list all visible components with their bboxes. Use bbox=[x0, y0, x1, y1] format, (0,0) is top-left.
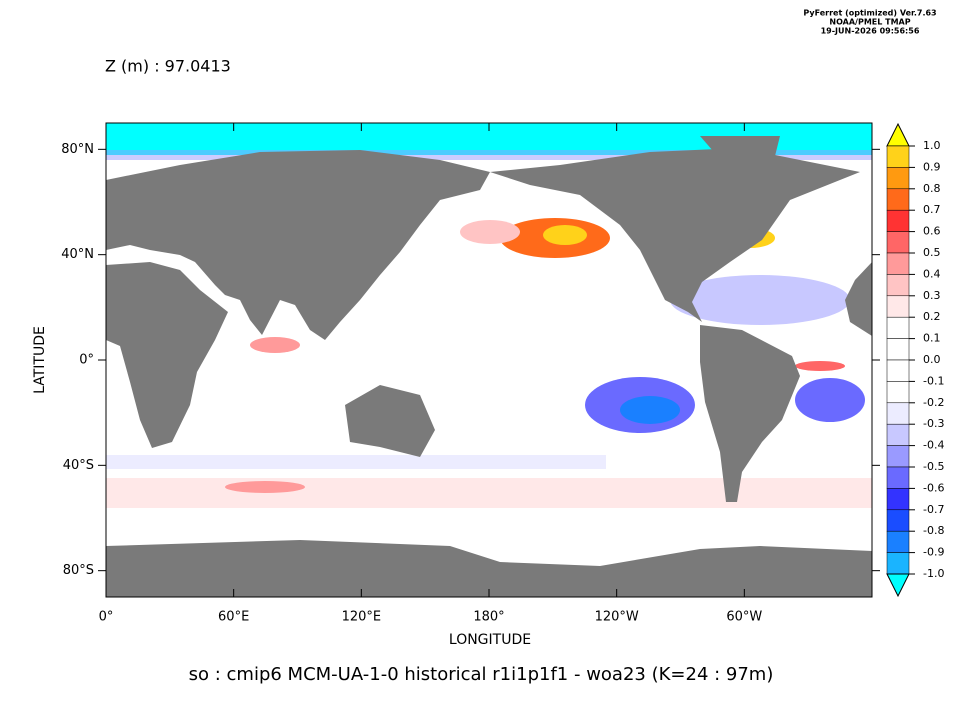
land bbox=[106, 150, 490, 340]
land bbox=[700, 136, 780, 182]
colorbar-label: 0.0 bbox=[923, 353, 941, 366]
y-tick-label: 80°S bbox=[63, 563, 94, 578]
land bbox=[106, 540, 872, 597]
x-tick-label: 60°E bbox=[218, 610, 249, 625]
colorbar-label: 0.6 bbox=[923, 225, 941, 238]
colorbar-label: -1.0 bbox=[923, 567, 944, 580]
anomaly bbox=[795, 361, 845, 371]
land bbox=[345, 385, 435, 457]
credit: NOAA/PMEL TMAP bbox=[829, 18, 910, 27]
colorbar-box bbox=[886, 145, 910, 168]
y-tick-label: 40°S bbox=[63, 458, 94, 473]
caption: so : cmip6 MCM-UA-1-0 historical r1i1p1f… bbox=[189, 664, 774, 685]
y-tick-label: 0° bbox=[79, 353, 94, 368]
colorbar-box bbox=[886, 381, 910, 404]
colorbar-label: 0.9 bbox=[923, 160, 941, 173]
colorbar-under bbox=[886, 573, 910, 598]
colorbar-box bbox=[886, 252, 910, 275]
x-tick-label: 120°E bbox=[342, 610, 382, 625]
colorbar-label: -0.8 bbox=[923, 524, 944, 537]
anomaly bbox=[620, 396, 680, 424]
colorbar-box bbox=[886, 359, 910, 382]
y-tick-label: 80°N bbox=[61, 142, 94, 157]
colorbar-box bbox=[886, 445, 910, 468]
southern-field bbox=[106, 455, 606, 469]
x-tick-label: 180° bbox=[473, 610, 504, 625]
colorbar-label: 0.1 bbox=[923, 332, 941, 345]
colorbar-over bbox=[886, 122, 910, 147]
colorbar-label: 0.3 bbox=[923, 289, 941, 302]
colorbar-box bbox=[886, 552, 910, 575]
map bbox=[105, 122, 873, 598]
colorbar-box bbox=[886, 530, 910, 553]
colorbar-label: -0.4 bbox=[923, 439, 944, 452]
colorbar-box bbox=[886, 488, 910, 511]
colorbar-label: 1.0 bbox=[923, 139, 941, 152]
credit: PyFerret (optimized) Ver.7.63 bbox=[803, 9, 936, 18]
colorbar-box bbox=[886, 466, 910, 489]
colorbar-label: -0.7 bbox=[923, 503, 944, 516]
anomaly bbox=[670, 275, 850, 325]
colorbar-label: -0.2 bbox=[923, 396, 944, 409]
colorbar-box bbox=[886, 231, 910, 254]
colorbar-label: -0.6 bbox=[923, 481, 944, 494]
land bbox=[700, 325, 800, 502]
land bbox=[106, 262, 228, 448]
y-axis-label: LATITUDE bbox=[32, 326, 48, 394]
colorbar-box bbox=[886, 274, 910, 297]
colorbar-label: 0.2 bbox=[923, 310, 941, 323]
y-tick-label: 40°N bbox=[61, 247, 94, 262]
credit: 19-JUN-2026 09:56:56 bbox=[821, 27, 920, 36]
colorbar-label: 0.7 bbox=[923, 203, 941, 216]
colorbar-box bbox=[886, 209, 910, 232]
anomaly bbox=[795, 378, 865, 422]
x-tick-label: 0° bbox=[99, 610, 114, 625]
colorbar-label: 0.4 bbox=[923, 267, 941, 280]
colorbar-label: -0.3 bbox=[923, 417, 944, 430]
colorbar-label: -0.5 bbox=[923, 460, 944, 473]
southern-field bbox=[106, 478, 872, 508]
x-axis-label: LONGITUDE bbox=[449, 632, 531, 648]
colorbar-box bbox=[886, 402, 910, 425]
colorbar-label: -0.9 bbox=[923, 546, 944, 559]
colorbar-box bbox=[886, 423, 910, 446]
x-tick-label: 60°W bbox=[726, 610, 762, 625]
anomaly bbox=[543, 225, 587, 245]
land bbox=[490, 148, 860, 322]
land bbox=[845, 262, 872, 336]
anomaly bbox=[225, 481, 305, 493]
anomaly bbox=[460, 220, 520, 244]
colorbar-box bbox=[886, 338, 910, 361]
colorbar-box bbox=[886, 188, 910, 211]
colorbar-box bbox=[886, 167, 910, 190]
title: Z (m) : 97.0413 bbox=[105, 57, 231, 76]
arctic-field bbox=[106, 150, 872, 160]
colorbar-label: -0.1 bbox=[923, 374, 944, 387]
colorbar-box bbox=[886, 316, 910, 339]
anomaly bbox=[250, 337, 300, 353]
colorbar-box bbox=[886, 295, 910, 318]
colorbar-label: 0.8 bbox=[923, 182, 941, 195]
colorbar-label: 0.5 bbox=[923, 246, 941, 259]
colorbar-box bbox=[886, 509, 910, 532]
x-tick-label: 120°W bbox=[595, 610, 639, 625]
